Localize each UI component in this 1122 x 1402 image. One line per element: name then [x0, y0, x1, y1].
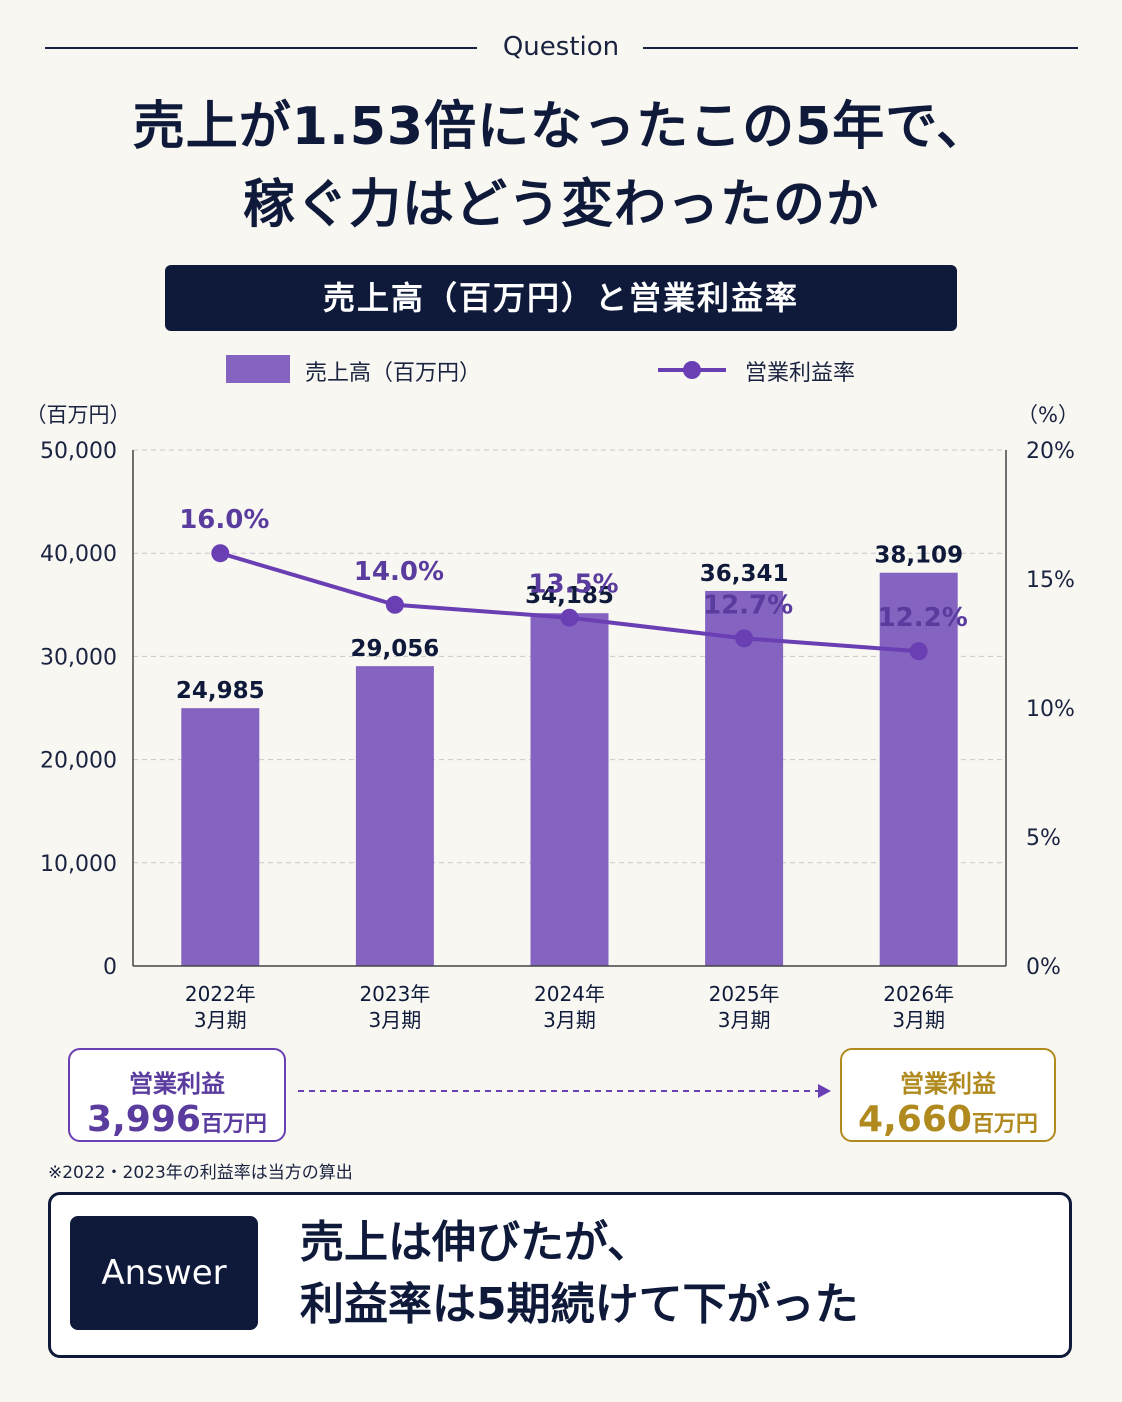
legend-bar-swatch [226, 355, 290, 383]
y-left-tick-label: 10,000 [40, 852, 117, 877]
y-left-tick-label: 30,000 [40, 645, 117, 670]
y-left-tick-label: 50,000 [40, 439, 117, 464]
answer-line-1: 売上は伸びたが、 [300, 1217, 652, 1268]
profit-end-value-row: 4,660百万円 [842, 1099, 1054, 1140]
title-line-2: 稼ぐ力はどう変わったのか [242, 175, 879, 235]
legend-line-label: 営業利益率 [745, 361, 856, 386]
x-tick-label: 2026年 [883, 982, 954, 1006]
x-tick-label: 3月期 [543, 1008, 596, 1032]
title-line-1: 売上が1.53倍になったこの5年で、 [132, 97, 990, 157]
y-right-tick-label: 5% [1026, 826, 1061, 851]
revenue-margin-chart: 0 10,000 20,000 30,000 40,000 50,000 0% 5% 10% 15… [26, 403, 1079, 1032]
bar [705, 590, 784, 966]
profit-start-label: 営業利益 [129, 1070, 225, 1098]
operating-profit-start-card: 営業利益 3,996百万円 [68, 1048, 286, 1142]
bar-value-label: 29,056 [351, 636, 440, 662]
operating-profit-end-card: 営業利益 4,660百万円 [840, 1048, 1056, 1142]
answer-tag: Answer [70, 1216, 258, 1330]
x-tick-label: 2025年 [709, 982, 780, 1006]
profit-end-unit: 百万円 [971, 1112, 1038, 1137]
chart-title-banner: 売上高（百万円）と営業利益率 [165, 265, 957, 331]
y-left-tick-label: 40,000 [40, 542, 117, 567]
margin-value-label: 12.2% [878, 603, 968, 633]
profit-end-label: 営業利益 [900, 1070, 996, 1098]
profit-end-value: 4,660 [858, 1099, 972, 1140]
answer-line-2: 利益率は5期続けて下がった [300, 1279, 859, 1330]
y-right-tick-label: 0% [1026, 955, 1061, 980]
y-right-tick-label: 15% [1026, 568, 1075, 593]
x-tick-label: 2024年 [534, 982, 605, 1006]
bar-value-label: 24,985 [176, 678, 265, 704]
header-rule-left [45, 47, 477, 49]
footnote: ※2022・2023年の利益率は当方の算出 [48, 1163, 353, 1183]
margin-value-label: 16.0% [179, 505, 269, 535]
y-left-tick-label: 20,000 [40, 749, 117, 774]
x-tick-label: 2023年 [359, 982, 430, 1006]
x-tick-label: 3月期 [892, 1008, 945, 1032]
x-tick-label: 3月期 [194, 1008, 247, 1032]
legend-line-swatch [658, 361, 726, 379]
y-left-unit-label: （百万円） [26, 403, 131, 427]
margin-value-label: 12.7% [703, 590, 793, 620]
growth-arrow [298, 1084, 831, 1098]
legend-bar-label: 売上高（百万円） [305, 361, 482, 386]
y-right-tick-label: 20% [1026, 439, 1075, 464]
profit-start-value: 3,996 [87, 1099, 201, 1140]
y-left-tick-label: 0 [103, 955, 117, 980]
y-right-tick-label: 10% [1026, 697, 1075, 722]
margin-point [211, 544, 230, 563]
header-rule-right [643, 47, 1078, 49]
question-label: Question [502, 32, 620, 62]
profit-start-value-row: 3,996百万円 [70, 1099, 284, 1140]
margin-value-label: 14.0% [354, 557, 444, 587]
bar [879, 572, 958, 966]
margin-point [735, 629, 754, 648]
bar [355, 666, 434, 966]
page-title: 売上が1.53倍になったこの5年で、 稼ぐ力はどう変わったのか [0, 88, 1122, 244]
margin-value-label: 13.5% [528, 570, 618, 600]
bar-value-label: 38,109 [874, 543, 963, 569]
answer-text: 売上は伸びたが、 利益率は5期続けて下がった [300, 1212, 859, 1336]
bar-value-label: 34,185 [525, 583, 614, 609]
y-right-unit-label: （%） [1017, 403, 1079, 427]
margin-point [909, 642, 928, 661]
x-tick-label: 2022年 [185, 982, 256, 1006]
bar-value-label: 36,341 [700, 561, 789, 587]
bar [181, 708, 260, 966]
profit-start-unit: 百万円 [200, 1112, 267, 1137]
bar [530, 613, 609, 966]
x-tick-label: 3月期 [369, 1008, 422, 1032]
margin-point [560, 608, 579, 627]
x-tick-label: 3月期 [718, 1008, 771, 1032]
margin-point [385, 595, 404, 614]
